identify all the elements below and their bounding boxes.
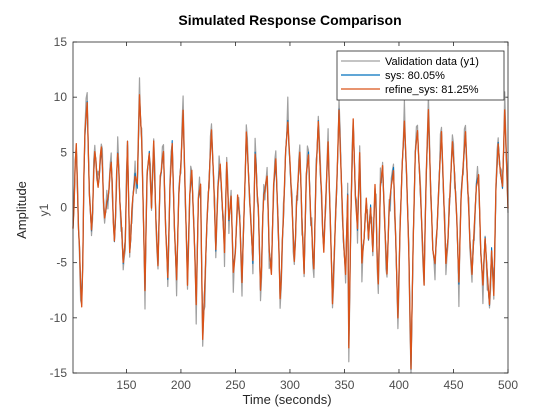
x-tick-label: 350 (334, 378, 354, 392)
y-channel-label: y1 (37, 203, 51, 216)
y-tick-label: -15 (50, 366, 68, 380)
series-refine-sys-line (72, 94, 509, 370)
x-tick-label: 500 (498, 378, 518, 392)
legend-label-validation: Validation data (y1) (385, 56, 479, 68)
y-tick-label: -10 (50, 311, 68, 325)
y-tick-label: 10 (54, 90, 68, 104)
legend-label-sys: sys: 80.05% (385, 70, 445, 82)
x-axis-label: Time (seconds) (242, 392, 331, 407)
y-axis-label: Amplitude (14, 181, 29, 239)
y-tick-label: 15 (54, 35, 68, 49)
x-tick-label: 450 (443, 378, 463, 392)
x-tick-label: 250 (225, 378, 245, 392)
axes-box (72, 41, 509, 374)
chart-title: Simulated Response Comparison (178, 12, 401, 28)
legend[interactable]: Validation data (y1) sys: 80.05% refine_… (336, 50, 505, 101)
y-tick-label: -5 (56, 256, 67, 270)
y-tick-label: 5 (60, 145, 67, 159)
axis-ticks: 150 200 250 300 350 400 450 500 -15 -10 -5 0 5 10 15 (50, 35, 519, 392)
legend-label-refine-sys: refine_sys: 81.25% (385, 84, 479, 96)
x-tick-label: 400 (389, 378, 409, 392)
x-tick-label: 150 (116, 378, 136, 392)
series-lines (72, 77, 509, 374)
x-tick-label: 200 (171, 378, 191, 392)
y-tick-label: 0 (60, 201, 67, 215)
x-tick-label: 300 (280, 378, 300, 392)
